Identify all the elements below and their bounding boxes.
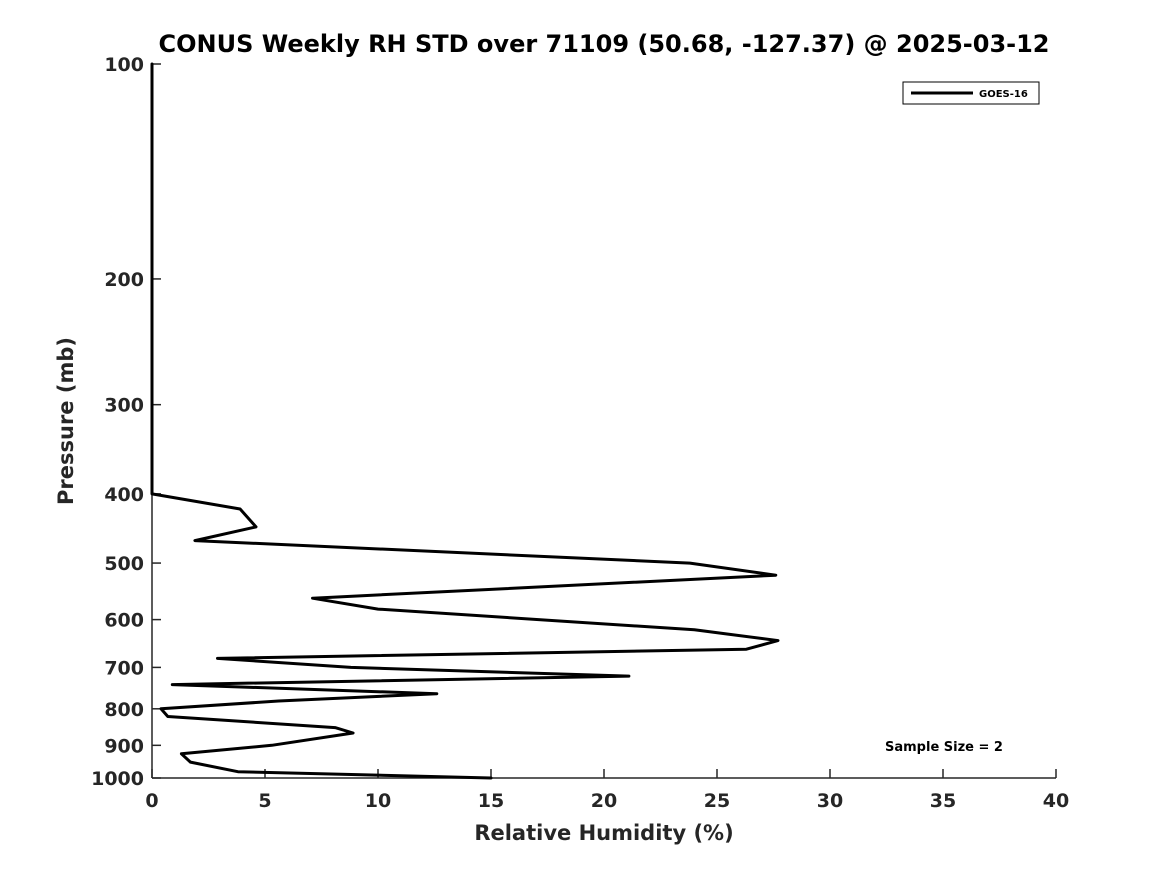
x-tick-label: 20 bbox=[591, 790, 617, 812]
y-tick-label: 200 bbox=[104, 269, 144, 291]
y-tick-label: 800 bbox=[104, 699, 144, 721]
legend-label-goes-16: GOES-16 bbox=[979, 89, 1028, 100]
y-axis-label: Pressure (mb) bbox=[54, 337, 78, 505]
x-tick-label: 25 bbox=[704, 790, 730, 812]
x-axis-label: Relative Humidity (%) bbox=[474, 821, 733, 845]
x-tick-label: 35 bbox=[930, 790, 956, 812]
series-line-goes-16 bbox=[150, 62, 780, 780]
y-tick-label: 100 bbox=[104, 54, 144, 76]
y-tick-label: 900 bbox=[104, 735, 144, 757]
y-tick-label: 400 bbox=[104, 484, 144, 506]
x-axis: 0 5 10 15 20 25 30 35 40 bbox=[145, 769, 1069, 812]
series-layer bbox=[150, 62, 780, 780]
y-tick-label: 300 bbox=[104, 395, 144, 417]
chart-title: CONUS Weekly RH STD over 71109 (50.68, -… bbox=[158, 30, 1049, 58]
y-tick-label: 700 bbox=[104, 657, 144, 679]
x-tick-label: 15 bbox=[478, 790, 504, 812]
x-tick-label: 30 bbox=[817, 790, 843, 812]
y-tick-label: 1000 bbox=[91, 768, 144, 790]
x-tick-label: 5 bbox=[258, 790, 271, 812]
y-tick-label: 500 bbox=[104, 553, 144, 575]
x-tick-label: 0 bbox=[145, 790, 158, 812]
y-tick-label: 600 bbox=[104, 610, 144, 632]
x-tick-label: 40 bbox=[1043, 790, 1069, 812]
sample-size-annotation: Sample Size = 2 bbox=[885, 740, 1003, 755]
legend: GOES-16 bbox=[902, 81, 1040, 105]
x-tick-label: 10 bbox=[365, 790, 391, 812]
